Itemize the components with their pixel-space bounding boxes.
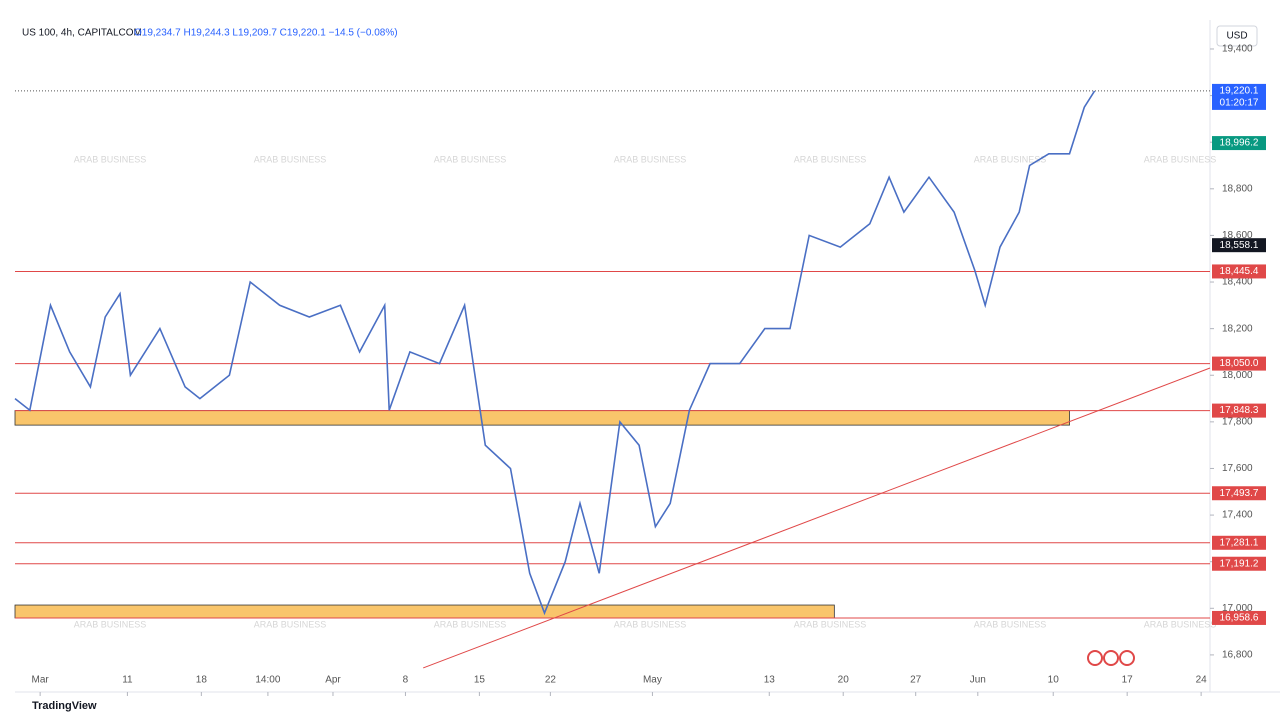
currency: USD xyxy=(1226,31,1247,42)
x-tick-label: 8 xyxy=(403,675,409,686)
price-line xyxy=(14,90,1096,616)
y-tick-label: 17,600 xyxy=(1222,463,1253,474)
x-tick-label: May xyxy=(643,675,662,686)
price-badge xyxy=(1212,136,1266,151)
x-tick-label: 20 xyxy=(838,675,850,686)
watermark: ARAB BUSINESS xyxy=(74,619,147,629)
trendline xyxy=(423,367,1211,669)
x-tick-label: Jun xyxy=(970,675,986,686)
y-tick-label: 18,600 xyxy=(1222,230,1253,241)
x-tick-label: 15 xyxy=(474,675,486,686)
watermark: ARAB BUSINESS xyxy=(74,154,147,164)
price-badge xyxy=(1212,238,1266,253)
level-label: 18,050.0 xyxy=(1220,358,1259,369)
y-tick-label: 16,800 xyxy=(1222,650,1253,661)
watermark: ARAB BUSINESS xyxy=(614,154,687,164)
watermark: ARAB BUSINESS xyxy=(254,619,327,629)
support-zone xyxy=(14,604,835,619)
level-label: 17,848.3 xyxy=(1220,405,1259,416)
watermark: ARAB BUSINESS xyxy=(434,154,507,164)
level-badge xyxy=(1212,403,1266,418)
watermark: ARAB BUSINESS xyxy=(614,619,687,629)
level-badge xyxy=(1212,610,1266,625)
event-icon[interactable] xyxy=(1087,650,1103,666)
watermark: ARAB BUSINESS xyxy=(974,154,1047,164)
price-badge xyxy=(1212,83,1266,110)
y-tick-label: 17,000 xyxy=(1222,603,1253,614)
y-tick-label: 17,400 xyxy=(1222,510,1253,521)
level-label: 18,445.4 xyxy=(1220,266,1259,277)
level-badge xyxy=(1212,556,1266,571)
currency-box[interactable] xyxy=(1216,25,1258,47)
x-tick-label: 24 xyxy=(1196,675,1208,686)
level-badge xyxy=(1212,264,1266,279)
y-tick-label: 18,400 xyxy=(1222,277,1253,288)
level-badge xyxy=(1212,486,1266,501)
event-icon[interactable] xyxy=(1119,650,1135,666)
x-tick-label: Mar xyxy=(32,675,50,686)
x-tick-label: 27 xyxy=(910,675,922,686)
price-label: 18,558.1 xyxy=(1220,240,1259,251)
price-label: 19,220.1 xyxy=(1220,86,1259,97)
x-tick-label: 18 xyxy=(196,675,208,686)
y-tick-label: 19,400 xyxy=(1222,44,1253,55)
event-icon[interactable] xyxy=(1103,650,1119,666)
level-label: 17,493.7 xyxy=(1220,488,1259,499)
x-tick-label: 22 xyxy=(545,675,557,686)
x-tick-label: 14:00 xyxy=(255,675,280,686)
branding: TradingView xyxy=(32,700,97,712)
watermark: ARAB BUSINESS xyxy=(1144,619,1217,629)
y-tick-label: 18,800 xyxy=(1222,183,1253,194)
watermark: ARAB BUSINESS xyxy=(254,154,327,164)
watermark: ARAB BUSINESS xyxy=(794,154,867,164)
x-tick-label: Apr xyxy=(325,675,341,686)
support-zone xyxy=(14,410,1070,426)
level-badge xyxy=(1212,356,1266,371)
ohlc-stats: O19,234.7 H19,244.3 L19,209.7 C19,220.1 … xyxy=(134,28,398,39)
level-label: 17,281.1 xyxy=(1220,537,1259,548)
level-badge xyxy=(1212,535,1266,550)
x-tick-label: 11 xyxy=(122,675,133,686)
level-label: 17,191.2 xyxy=(1220,558,1259,569)
y-tick-label: 18,000 xyxy=(1222,370,1253,381)
countdown: 01:20:17 xyxy=(1220,98,1259,109)
watermark: ARAB BUSINESS xyxy=(1144,154,1217,164)
event-icons xyxy=(1087,650,1135,666)
watermark: ARAB BUSINESS xyxy=(434,619,507,629)
chart-title: US 100, 4h, CAPITALCOM xyxy=(22,28,142,39)
y-tick-label: 18,200 xyxy=(1222,323,1253,334)
level-label: 16,958.6 xyxy=(1220,613,1259,624)
x-tick-label: 10 xyxy=(1048,675,1060,686)
x-tick-label: 17 xyxy=(1122,675,1134,686)
x-tick-label: 13 xyxy=(764,675,776,686)
y-tick-label: 17,800 xyxy=(1222,416,1253,427)
watermark: ARAB BUSINESS xyxy=(974,619,1047,629)
watermark: ARAB BUSINESS xyxy=(794,619,867,629)
price-label: 18,996.2 xyxy=(1220,138,1259,149)
